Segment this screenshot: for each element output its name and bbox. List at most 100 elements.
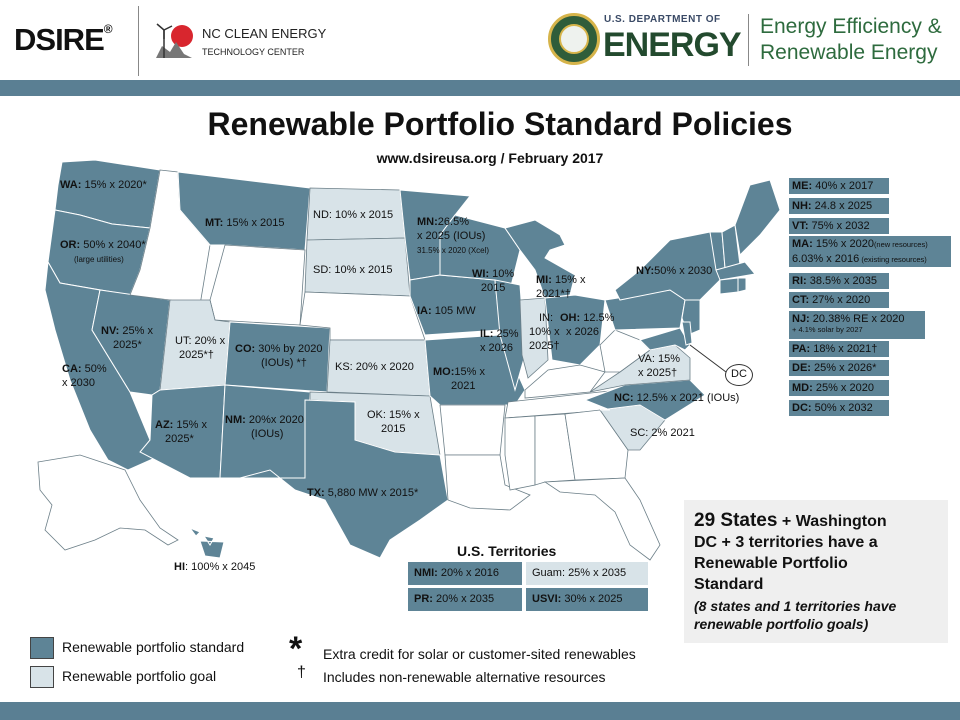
rps-box-ma: MA: 15% x 2020(new resources) 6.03% x 201…: [789, 236, 951, 267]
state-ct: [719, 277, 739, 295]
legend-note-dagger: Includes non-renewable alternative resou…: [323, 669, 606, 685]
territories-title: U.S. Territories: [457, 543, 557, 559]
state-ma: [715, 261, 756, 281]
label-va: VA: 15% x 2025†: [638, 353, 680, 379]
state-la: [444, 454, 531, 511]
doe-divider: [748, 14, 749, 66]
state-wy: [209, 244, 306, 326]
label-ks: KS: 20% x 2020: [335, 361, 414, 373]
page-subtitle: www.dsireusa.org / February 2017: [376, 150, 604, 166]
doe-logo-small-text: U.S. DEPARTMENT OF: [604, 14, 721, 25]
label-mi: MI: 15% x 2021*†: [536, 274, 586, 300]
rps-box-de: DE: 25% x 2026*: [789, 360, 889, 376]
state-ri: [737, 277, 747, 293]
label-nc: NC: 12.5% x 2021 (IOUs): [614, 392, 740, 404]
header: DSIRE® NC CLEAN ENERGY TECHNOLOGY CENTER…: [0, 0, 960, 80]
state-ak: [37, 454, 179, 551]
state-in: [519, 297, 549, 379]
state-il: [494, 279, 526, 392]
dsire-logo-text: DSIRE: [14, 22, 105, 57]
dagger-symbol: †: [297, 664, 306, 681]
label-ca: CA: 50% x 2030: [62, 363, 107, 389]
doe-seal-icon[interactable]: [548, 13, 600, 65]
asterisk-symbol: *: [289, 630, 303, 668]
rps-box-nh: NH: 24.8 x 2025: [789, 198, 889, 214]
page-title: Renewable Portfolio Standard Policies: [207, 106, 793, 142]
state-fl: [543, 477, 661, 561]
label-mn: MN:26.5% x 2025 (IOUs) 31.5% x 2020 (Xcel): [417, 216, 490, 255]
label-nv: NV: 25% x 2025*: [101, 325, 153, 351]
summary-headline: 29 States + Washington: [694, 510, 887, 531]
label-tx: TX: 5,880 MW x 2015*: [307, 487, 419, 499]
label-mt: MT: 15% x 2015: [205, 217, 285, 229]
state-me: [734, 179, 781, 257]
territory-usvi: USVI: 30% x 2025: [526, 588, 648, 611]
state-ms: [504, 415, 536, 491]
label-co: CO: 30% by 2020 (IOUs) *†: [235, 343, 323, 369]
eere-line-1: Energy Efficiency &: [760, 15, 942, 38]
summary-line-2: DC + 3 territories have a: [694, 534, 878, 551]
summary-line-3: Renewable Portfolio: [694, 555, 848, 572]
label-ia: IA: 105 MW: [417, 305, 476, 317]
label-mo: MO:15% x 2021: [433, 366, 485, 392]
eere-line-2: Renewable Energy: [760, 41, 938, 64]
territory-guam: Guam: 25% x 2035: [526, 562, 648, 585]
bottom-band: [0, 702, 960, 720]
label-or: OR: 50% x 2040* (large utilities): [60, 239, 146, 264]
rps-box-md: MD: 25% x 2020: [789, 380, 889, 396]
territory-nmi: NMI: 20% x 2016: [408, 562, 522, 585]
label-wi: WI: 10% 2015: [472, 268, 515, 294]
label-sc: SC: 2% 2021: [630, 427, 695, 439]
doe-logo-text[interactable]: ENERGY: [603, 26, 742, 64]
territory-pr: PR: 20% x 2035: [408, 588, 522, 611]
nc-clean-energy-logo[interactable]: NC CLEAN ENERGY TECHNOLOGY CENTER: [152, 20, 327, 64]
rps-box-ri: RI: 38.5% x 2035: [789, 273, 889, 289]
state-tx: [239, 399, 449, 559]
label-oh: OH: 12.5% x 2026: [560, 312, 615, 338]
eere-logo[interactable]: Energy Efficiency & Renewable Energy: [760, 14, 942, 66]
rps-box-pa: PA: 18% x 2021†: [789, 341, 889, 357]
label-az: AZ: 15% x 2025*: [155, 419, 207, 445]
legend-note-asterisk: Extra credit for solar or customer-sited…: [323, 646, 636, 662]
label-ok: OK: 15% x 2015: [367, 409, 420, 435]
rps-box-vt: VT: 75% x 2032: [789, 218, 889, 234]
header-divider: [138, 6, 139, 76]
state-az: [139, 384, 226, 479]
legend-label-goal: Renewable portfolio goal: [62, 668, 217, 684]
state-mi: [504, 219, 576, 299]
rps-box-nj: NJ: 20.38% RE x 2020 + 4.1% solar by 2027: [789, 311, 925, 339]
registered-mark: ®: [103, 22, 113, 36]
top-band: [0, 80, 960, 96]
summary-box: 29 States + Washington DC + 3 territorie…: [684, 500, 948, 643]
label-il: IL: 25% x 2026: [480, 328, 519, 354]
state-hi: [188, 526, 225, 559]
state-pa: [604, 289, 686, 331]
rps-box-ct: CT: 27% x 2020: [789, 292, 889, 308]
nc-logo-title: NC CLEAN ENERGY: [202, 26, 327, 41]
us-map: [37, 159, 781, 561]
label-wa: WA: 15% x 2020*: [60, 179, 147, 191]
summary-goals-note: (8 states and 1 territories have renewab…: [694, 598, 897, 632]
label-nm: NM: 20%x 2020 (IOUs): [225, 414, 304, 440]
dc-marker: DC: [725, 364, 753, 386]
label-sd: SD: 10% x 2015: [313, 264, 393, 276]
rps-box-me: ME: 40% x 2017: [789, 178, 889, 194]
state-de: [681, 321, 693, 346]
state-ar: [439, 404, 506, 456]
nc-logo-subtitle: TECHNOLOGY CENTER: [202, 47, 305, 57]
nc-clean-energy-icon: [156, 23, 193, 58]
label-in: IN: 10% x 2025†: [529, 312, 560, 352]
dc-leader-line: [689, 344, 727, 373]
summary-line-4: Standard: [694, 576, 764, 593]
label-ut: UT: 20% x 2025*†: [175, 335, 226, 361]
label-nd: ND: 10% x 2015: [313, 209, 394, 221]
legend-swatch-standard: [30, 637, 54, 659]
dsire-logo[interactable]: DSIRE®: [14, 22, 113, 58]
label-ny: NY:50% x 2030: [636, 265, 713, 277]
label-hi: HI: 100% x 2045: [174, 561, 256, 573]
state-ny: [614, 231, 721, 301]
rps-box-dc: DC: 50% x 2032: [789, 400, 889, 416]
legend-swatch-goal: [30, 666, 54, 688]
legend-label-standard: Renewable portfolio standard: [62, 639, 245, 655]
state-md: [639, 327, 691, 351]
